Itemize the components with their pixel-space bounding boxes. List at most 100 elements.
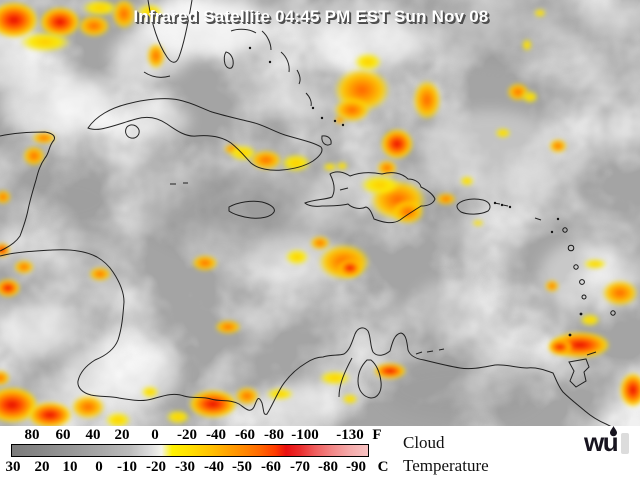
cloud-patch	[0, 73, 110, 137]
satellite-map: Infrared Satellite 04:45 PM EST Sun Nov …	[0, 0, 640, 426]
coastline	[223, 51, 234, 69]
coastline	[0, 249, 612, 426]
island-dot	[493, 201, 497, 205]
island-dot	[579, 279, 585, 285]
cold-cloud-hotspot	[112, 0, 136, 29]
scale-tick-c: -30	[175, 459, 195, 475]
caption-line-1: Cloud	[403, 433, 445, 452]
cold-cloud-hotspot	[0, 243, 10, 257]
coastline	[321, 135, 332, 146]
island-dot	[579, 312, 583, 316]
coastline	[304, 171, 436, 224]
scale-tick-c: 10	[62, 459, 78, 475]
coastline	[357, 359, 382, 399]
cloud-patch	[315, 23, 425, 67]
scale-tick-c: -60	[261, 459, 281, 475]
scale-tick-f: 40	[85, 427, 101, 443]
shade-patch	[430, 0, 610, 65]
scale-tick-f: -40	[206, 427, 226, 443]
cold-cloud-hotspot	[381, 129, 413, 159]
coastline	[125, 124, 140, 139]
island-dot	[550, 230, 554, 234]
island-dot	[610, 310, 616, 316]
cold-cloud-hotspot	[392, 200, 424, 224]
island-dot	[573, 264, 579, 270]
cold-cloud-hotspot	[192, 255, 218, 271]
scale-tick-c: 20	[34, 459, 50, 475]
scale-tick-f: -60	[235, 427, 255, 443]
droplet-icon	[610, 426, 617, 437]
coastline	[338, 357, 353, 398]
coastline	[143, 71, 171, 78]
coastline	[586, 351, 597, 356]
coastline	[280, 51, 312, 107]
cold-cloud-hotspot	[374, 363, 406, 379]
island-dot	[508, 205, 512, 209]
map-title: Infrared Satellite 04:45 PM EST Sun Nov …	[133, 7, 489, 26]
scale-unit-c: C	[377, 459, 389, 475]
cloud-patch	[500, 162, 560, 198]
cold-cloud-hotspot	[189, 390, 237, 418]
coastline	[147, 0, 193, 63]
island-dot	[320, 116, 324, 120]
island-dot	[562, 227, 568, 233]
coastline	[230, 28, 272, 51]
island-dot	[556, 217, 560, 221]
coastline	[415, 348, 445, 355]
satellite-image	[0, 0, 640, 426]
cold-cloud-hotspot	[522, 91, 538, 103]
cloud-patch	[270, 82, 330, 118]
cold-cloud-hotspot	[89, 267, 111, 281]
island-dot	[567, 244, 575, 252]
coastline	[339, 187, 349, 191]
scale-tick-f: -130	[336, 427, 364, 443]
scale-tick-c: 30	[5, 459, 21, 475]
cold-cloud-hotspot	[334, 98, 370, 122]
caption-line-2: Temperature	[403, 456, 489, 475]
cloud-patch	[0, 302, 80, 358]
cold-cloud-hotspot	[147, 43, 165, 69]
scale-tick-c: -50	[232, 459, 252, 475]
scale-tick-c: -80	[318, 459, 338, 475]
cold-cloud-hotspot	[413, 80, 441, 120]
cold-cloud-hotspot	[548, 339, 572, 355]
cold-cloud-hotspot	[583, 259, 607, 269]
cold-cloud-hotspot	[19, 32, 71, 52]
cold-cloud-hotspot	[14, 260, 34, 274]
logo-accent-bar	[621, 433, 629, 454]
cold-cloud-hotspot	[266, 388, 294, 400]
cold-cloud-hotspot	[620, 373, 640, 407]
cold-cloud-hotspot	[602, 280, 638, 306]
cold-cloud-hotspot	[534, 9, 546, 17]
scale-tick-f: -100	[291, 427, 319, 443]
island-dot	[333, 119, 337, 123]
cold-cloud-hotspot	[281, 154, 311, 172]
island-dot	[581, 294, 587, 300]
shade-patch	[0, 170, 120, 230]
cold-cloud-hotspot	[495, 128, 511, 138]
island-dot	[268, 60, 272, 64]
scale-tick-f: -80	[264, 427, 284, 443]
coastline	[0, 131, 55, 252]
cold-cloud-hotspot	[28, 402, 72, 426]
cold-cloud-hotspot	[235, 387, 259, 405]
cold-cloud-hotspot	[310, 236, 330, 250]
cold-cloud-hotspot	[338, 259, 362, 277]
cold-cloud-hotspot	[354, 53, 382, 71]
coastline	[170, 182, 542, 221]
cold-cloud-hotspot	[71, 395, 105, 419]
cold-cloud-hotspot	[460, 176, 474, 186]
cold-cloud-hotspot	[32, 132, 56, 144]
cold-cloud-hotspot	[0, 190, 11, 204]
cold-cloud-hotspot	[472, 220, 484, 226]
cold-cloud-hotspot	[78, 15, 110, 37]
cold-cloud-hotspot	[436, 193, 456, 205]
cold-cloud-hotspot	[580, 314, 600, 326]
cold-cloud-hotspot	[250, 150, 282, 170]
scale-tick-f: -20	[177, 427, 197, 443]
cold-cloud-hotspot	[545, 280, 559, 292]
coastline	[456, 198, 491, 215]
cold-cloud-hotspot	[342, 394, 358, 404]
coastline	[228, 200, 275, 219]
